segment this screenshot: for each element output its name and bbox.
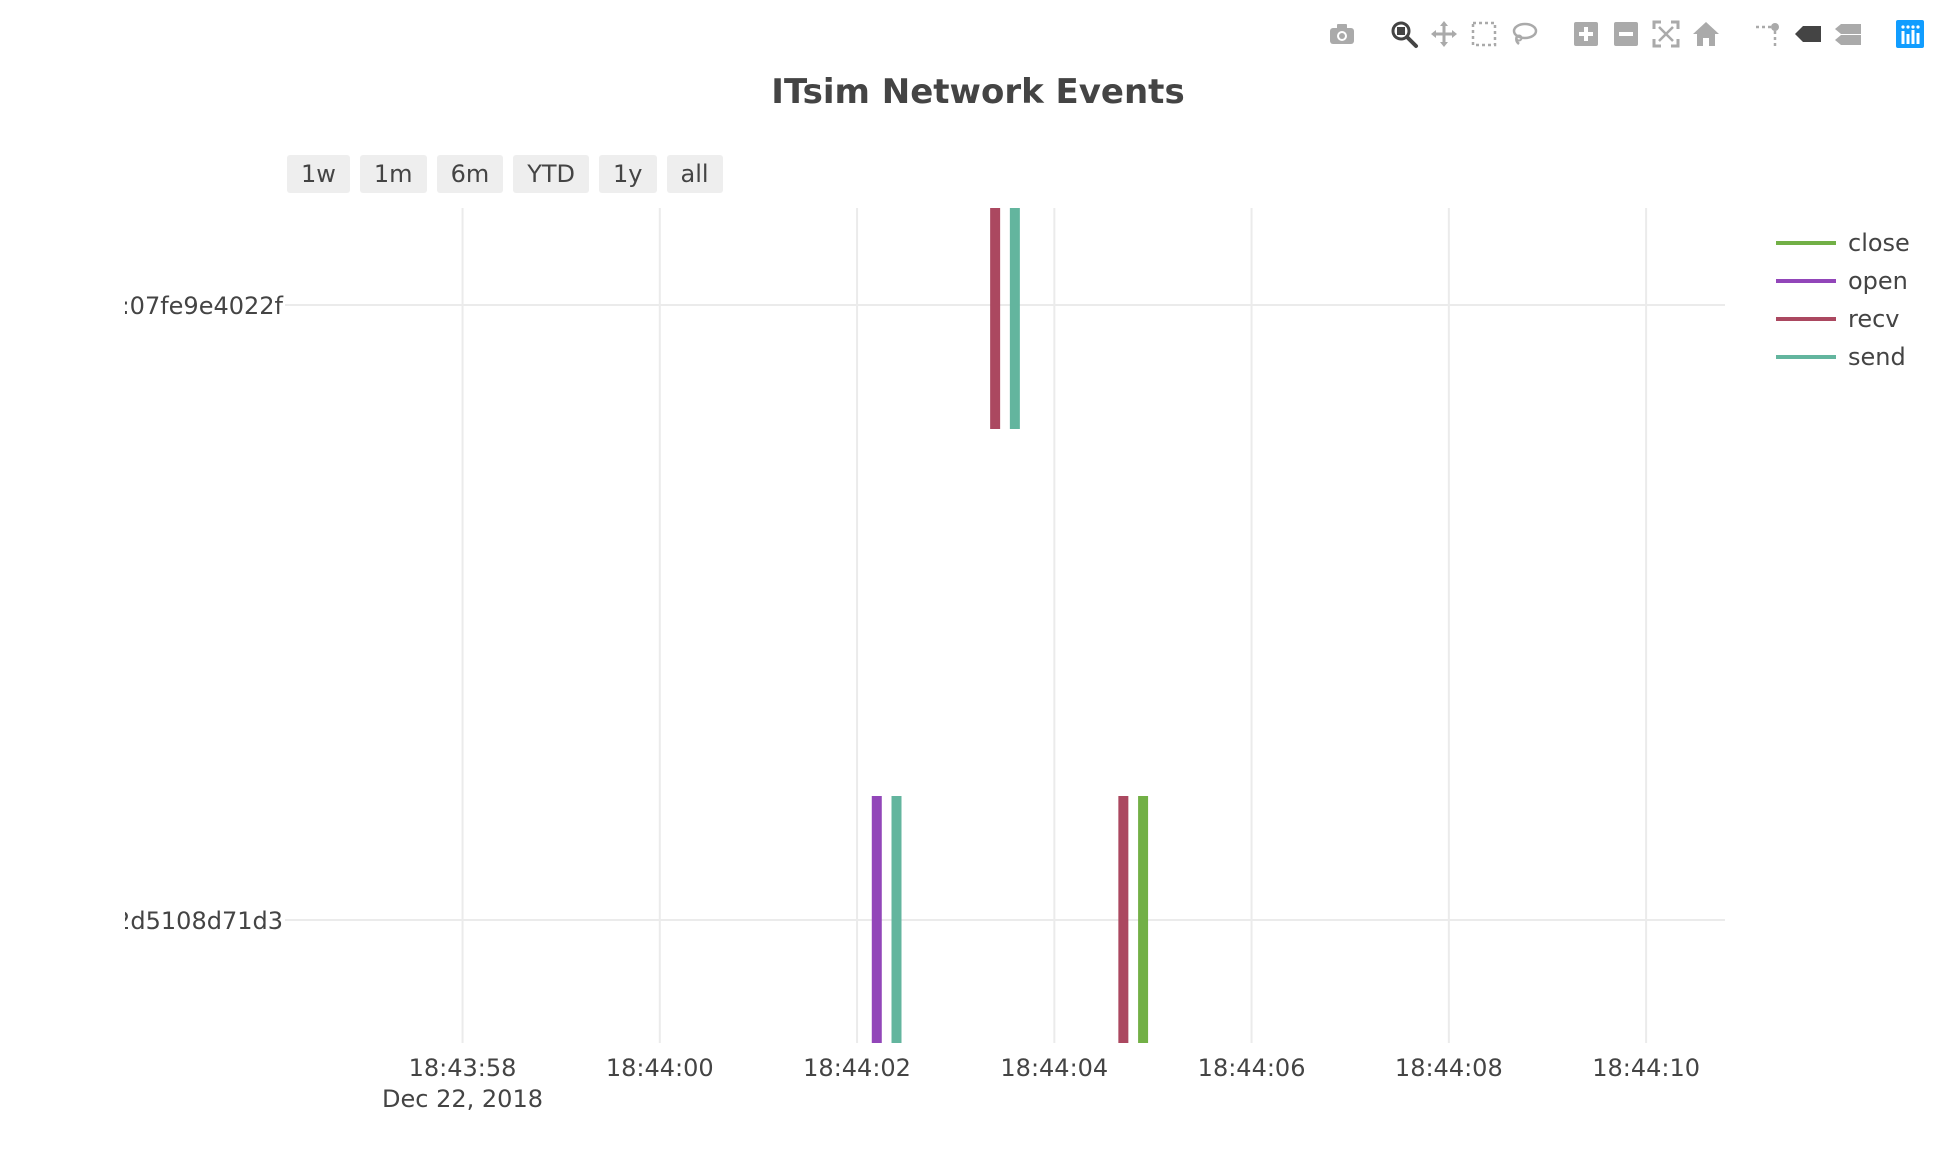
hover-compare-button[interactable] bbox=[1828, 14, 1868, 54]
reset-axes-icon bbox=[1693, 22, 1719, 46]
range-button-all[interactable]: all bbox=[666, 155, 723, 193]
legend-swatch bbox=[1776, 241, 1836, 245]
box-select-icon bbox=[1471, 21, 1497, 47]
y-tick-label: :07fe9e4022f bbox=[122, 292, 284, 320]
range-button-1y[interactable]: 1y bbox=[599, 155, 657, 193]
reset-axes-button[interactable] bbox=[1686, 14, 1726, 54]
modebar-group bbox=[1748, 14, 1868, 54]
zoom-icon bbox=[1391, 21, 1418, 48]
zoom-button[interactable] bbox=[1384, 14, 1424, 54]
range-selector: 1w 1m 6m YTD 1y all bbox=[287, 155, 733, 193]
pan-button[interactable] bbox=[1424, 14, 1464, 54]
modebar-group bbox=[1384, 14, 1544, 54]
x-tick-label: 18:44:02 bbox=[803, 1054, 911, 1082]
legend-swatch bbox=[1776, 355, 1836, 359]
zoom-out-button[interactable] bbox=[1606, 14, 1646, 54]
hover-closest-button[interactable] bbox=[1788, 14, 1828, 54]
hover-compare-icon bbox=[1835, 24, 1861, 45]
plotly-logo-button[interactable] bbox=[1890, 14, 1930, 54]
x-date-label: Dec 22, 2018 bbox=[382, 1085, 543, 1113]
legend-swatch bbox=[1776, 279, 1836, 283]
legend-label: close bbox=[1848, 229, 1910, 257]
range-button-1w[interactable]: 1w bbox=[287, 155, 350, 193]
modebar bbox=[1322, 14, 1930, 54]
lasso-select-icon bbox=[1512, 22, 1538, 45]
legend-swatch bbox=[1776, 317, 1836, 321]
autoscale-icon bbox=[1652, 20, 1680, 48]
legend-item-send[interactable]: send bbox=[1776, 338, 1910, 376]
zoom-in-button[interactable] bbox=[1566, 14, 1606, 54]
chart-title: ITsim Network Events bbox=[771, 72, 1185, 112]
zoom-in-icon bbox=[1574, 22, 1598, 46]
box-select-button[interactable] bbox=[1464, 14, 1504, 54]
legend-label: send bbox=[1848, 343, 1906, 371]
x-tick-label: 18:44:10 bbox=[1592, 1054, 1700, 1082]
range-button-ytd[interactable]: YTD bbox=[513, 155, 590, 193]
x-tick-label: 18:44:00 bbox=[606, 1054, 714, 1082]
legend-label: open bbox=[1848, 267, 1908, 295]
legend-label: recv bbox=[1848, 305, 1900, 333]
zoom-out-icon bbox=[1614, 22, 1638, 46]
spikelines-button[interactable] bbox=[1748, 14, 1788, 54]
range-button-1m[interactable]: 1m bbox=[359, 155, 427, 193]
legend: close open recv send bbox=[1776, 224, 1910, 376]
legend-item-close[interactable]: close bbox=[1776, 224, 1910, 262]
plotly-logo-icon bbox=[1896, 20, 1924, 48]
x-tick-label: 18:44:04 bbox=[1000, 1054, 1108, 1082]
x-tick-label: 18:43:58 bbox=[409, 1054, 517, 1082]
pan-icon bbox=[1431, 21, 1457, 47]
camera-button[interactable] bbox=[1322, 14, 1362, 54]
modebar-group bbox=[1890, 14, 1930, 54]
camera-icon bbox=[1330, 24, 1354, 44]
x-tick-label: 18:44:06 bbox=[1198, 1054, 1306, 1082]
y-tick-label: :2d5108d71d3 bbox=[107, 907, 283, 935]
x-tick-label: 18:44:08 bbox=[1395, 1054, 1503, 1082]
legend-item-recv[interactable]: recv bbox=[1776, 300, 1910, 338]
modebar-group bbox=[1566, 14, 1726, 54]
range-button-6m[interactable]: 6m bbox=[436, 155, 504, 193]
modebar-group bbox=[1322, 14, 1362, 54]
hover-closest-icon bbox=[1795, 26, 1821, 42]
legend-item-open[interactable]: open bbox=[1776, 262, 1910, 300]
spikelines-icon bbox=[1756, 23, 1779, 46]
autoscale-button[interactable] bbox=[1646, 14, 1686, 54]
lasso-select-button[interactable] bbox=[1504, 14, 1544, 54]
